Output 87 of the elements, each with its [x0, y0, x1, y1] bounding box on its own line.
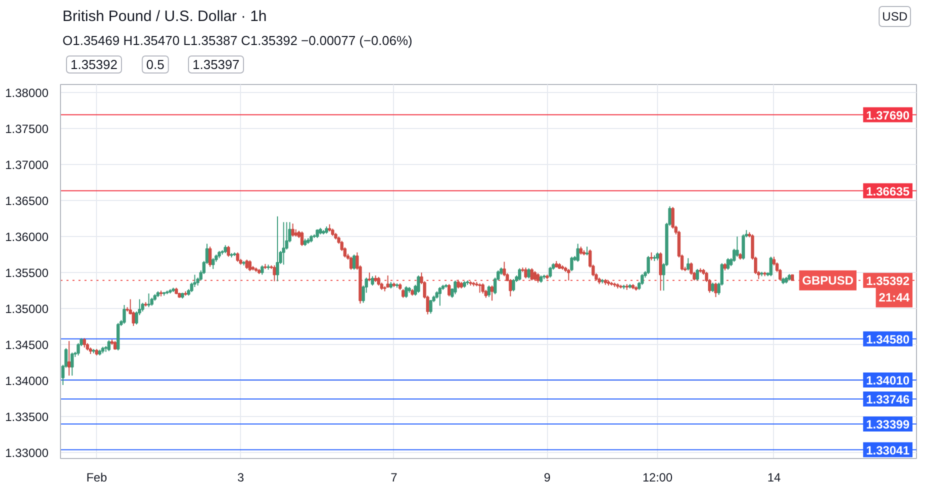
- candlestick: [524, 267, 528, 279]
- candlestick: [282, 222, 286, 266]
- candlestick: [300, 231, 304, 246]
- x-tick-label: 7: [390, 470, 398, 484]
- candlestick: [245, 259, 248, 270]
- y-tick-label: 1.36500: [5, 194, 49, 208]
- candlestick: [742, 234, 745, 260]
- y-tick-label: 1.37000: [5, 158, 49, 172]
- x-tick-label: Feb: [86, 470, 108, 484]
- candlestick: [370, 276, 374, 286]
- candlestick: [438, 286, 442, 306]
- x-tick-label: 12:00: [642, 470, 673, 484]
- candlestick: [208, 246, 212, 268]
- chart-subtitle: O1.35469 H1.35470 L1.35387 C1.35392 −0.00077 (−0.06%): [62, 33, 412, 48]
- candlestick: [512, 278, 516, 292]
- text: 0.5: [146, 57, 164, 72]
- candlestick: [291, 223, 294, 238]
- y-tick-label: 1.36000: [5, 230, 49, 244]
- candlestick: [490, 285, 494, 302]
- candlestick: [533, 270, 537, 282]
- x-tick-label: 9: [544, 470, 551, 484]
- candlestick: [481, 282, 484, 294]
- candlestick: [646, 256, 650, 275]
- candlestick: [272, 264, 276, 282]
- y-tick-label: 1.33500: [5, 410, 49, 424]
- candlestick: [107, 340, 111, 352]
- ref-line-label: 1.33399: [866, 417, 910, 432]
- candlestick: [736, 236, 739, 258]
- ref-line-label: 1.33041: [866, 443, 910, 458]
- candlestick: [349, 256, 353, 270]
- candlestick: [82, 338, 86, 348]
- ref-line-label: 1.35392: [866, 274, 910, 288]
- candlestick: [711, 282, 714, 293]
- y-tick-label: 1.38000: [5, 86, 49, 100]
- y-tick-label: 1.33000: [5, 446, 49, 460]
- candlestick: [352, 254, 356, 270]
- candlestick: [260, 264, 264, 276]
- candlestick: [236, 252, 240, 262]
- candlestick: [147, 292, 150, 308]
- candlestick: [429, 299, 432, 314]
- text: 1.35397: [192, 57, 240, 72]
- candlestick: [527, 268, 530, 279]
- x-tick-label: 14: [767, 470, 781, 484]
- candlestick: [454, 280, 457, 295]
- ref-line-label: 1.34010: [866, 373, 910, 388]
- y-tick-label: 1.37500: [5, 122, 49, 136]
- annotation: 21:44: [878, 290, 910, 304]
- text: 1.35392: [70, 57, 118, 72]
- annotation: GBPUSD: [802, 273, 854, 288]
- candlestick: [248, 260, 252, 272]
- candlestick: [576, 243, 580, 262]
- candlestick: [212, 258, 215, 270]
- candlestick: [658, 252, 662, 292]
- candlestick: [536, 272, 540, 284]
- ref-line-label: 1.36635: [866, 184, 910, 198]
- chart-title: British Pound / U.S. Dollar · 1h: [62, 8, 267, 25]
- candlestick: [726, 258, 730, 270]
- y-tick-label: 1.35500: [5, 266, 49, 280]
- candlestick: [530, 268, 534, 282]
- candlestick: [386, 274, 390, 288]
- candlestick: [67, 340, 71, 376]
- candlestick: [686, 258, 690, 271]
- x-tick-label: 3: [237, 470, 244, 484]
- candlestick: [518, 268, 522, 282]
- candlestick: [416, 274, 420, 294]
- candlestick: [478, 282, 482, 294]
- text: USD: [882, 10, 908, 24]
- candlestick: [548, 266, 552, 278]
- candlestick: [122, 304, 126, 324]
- candlestick: [714, 282, 718, 298]
- candlestick: [448, 284, 451, 297]
- candlestick: [226, 245, 230, 258]
- candlestick: [570, 256, 574, 272]
- y-tick-label: 1.34000: [5, 374, 49, 388]
- y-tick-label: 1.35000: [5, 302, 49, 316]
- candlestick: [487, 285, 491, 298]
- ref-line-label: 1.37690: [866, 108, 910, 122]
- candlestick: [502, 261, 506, 277]
- candlestick: [696, 268, 699, 282]
- y-tick-label: 1.34500: [5, 338, 49, 352]
- candlestick: [70, 352, 74, 376]
- ref-line-label: 1.34580: [866, 332, 910, 346]
- candlestick: [404, 286, 408, 298]
- candlestick: [276, 216, 280, 282]
- candlestick: [567, 268, 570, 282]
- candlestick: [769, 256, 773, 277]
- ref-line-label: 1.33746: [866, 392, 910, 406]
